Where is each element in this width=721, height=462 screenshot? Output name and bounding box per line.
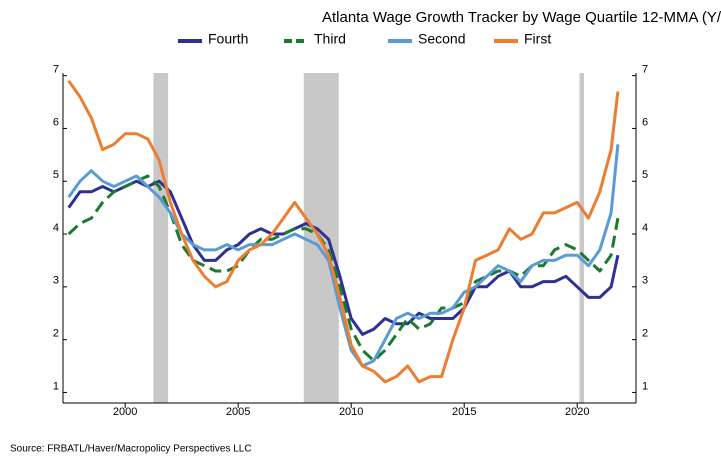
y2-tick-label: 1	[642, 380, 648, 392]
chart-title: Atlanta Wage Growth Tracker by Wage Quar…	[322, 9, 721, 26]
legend-label: Fourth	[208, 31, 248, 47]
y2-tick-label: 4	[642, 222, 648, 234]
y-tick-label: 1	[53, 380, 59, 392]
x-tick-label: 2015	[452, 406, 476, 418]
legend-label: Third	[314, 31, 346, 47]
series-line	[67, 80, 620, 384]
series-line	[67, 144, 620, 368]
y-tick-label: 2	[53, 328, 59, 340]
y-tick-label: 5	[53, 169, 59, 181]
y2-tick-label: 3	[642, 275, 648, 287]
legend-label: First	[524, 31, 551, 47]
y-tick-label: 7	[53, 64, 59, 76]
source: Source: FRBATL/Haver/Macropolicy Perspec…	[10, 444, 252, 455]
x-tick-label: 2000	[113, 406, 137, 418]
recession-band	[579, 73, 585, 403]
y2-tick-label: 7	[642, 64, 648, 76]
y2-tick-label: 5	[642, 169, 648, 181]
series-line	[67, 174, 620, 363]
y-tick-label: 3	[53, 275, 59, 287]
x-tick-label: 2010	[339, 406, 363, 418]
y-tick-label: 6	[53, 116, 59, 128]
legend-label: Second	[418, 31, 465, 47]
recession-band	[153, 73, 169, 403]
y-tick-label: 4	[53, 222, 59, 234]
x-tick-label: 2020	[565, 406, 589, 418]
x-tick-label: 2005	[226, 406, 250, 418]
series-line	[67, 179, 620, 336]
y2-tick-label: 6	[642, 116, 648, 128]
y2-tick-label: 2	[642, 328, 648, 340]
